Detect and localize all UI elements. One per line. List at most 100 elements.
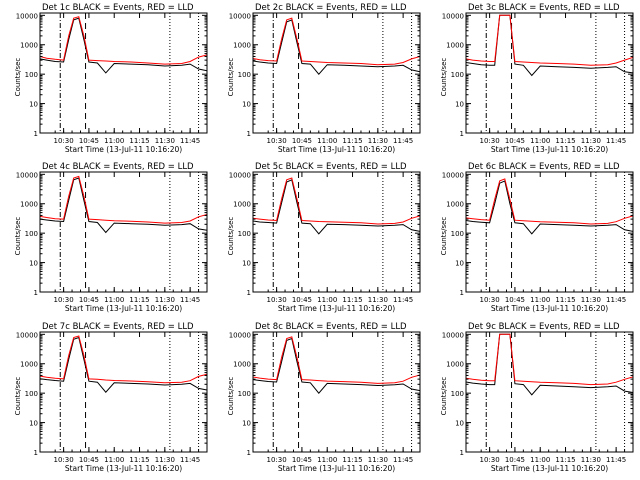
y-tick-label: 10 [242, 420, 251, 428]
y-tick-label: 10 [29, 101, 38, 109]
x-axis-label: Start Time (13-Jul-11 10:16:20) [65, 145, 182, 154]
x-axis-label: Start Time (13-Jul-11 10:16:20) [278, 304, 395, 313]
x-tick-label: 11:00 [104, 456, 124, 464]
y-tick-label: 100 [25, 390, 38, 398]
y-tick-label: 1000 [446, 361, 464, 369]
x-tick-label: 11:15 [129, 296, 149, 304]
x-tick-label: 11:30 [368, 296, 388, 304]
y-tick-label: 1000 [446, 201, 464, 209]
panel-det-3: Det 3c BLACK = Events, RED = LLD 1 10 100 10… [440, 3, 634, 154]
x-tick-label: 10:30 [480, 296, 500, 304]
x-tick-label: 11:15 [342, 137, 362, 145]
x-tick-label: 11:15 [342, 296, 362, 304]
x-tick-label: 11:30 [581, 456, 601, 464]
y-axis-label: Counts/sec [14, 217, 22, 256]
y-tick-label: 1 [34, 289, 38, 297]
x-tick-label: 10:45 [79, 296, 99, 304]
panel-det-8: Det 8c BLACK = Events, RED = LLD 1 10 100 10… [227, 322, 421, 473]
series-events-line [40, 336, 207, 393]
x-tick-label: 11:00 [530, 296, 550, 304]
y-tick-label: 10000 [229, 12, 251, 20]
y-axis-label: Counts/sec [14, 377, 22, 416]
y-tick-label: 1000 [20, 42, 38, 50]
x-tick-label: 10:30 [480, 137, 500, 145]
x-axis-label: Start Time (13-Jul-11 10:16:20) [491, 145, 608, 154]
x-tick-label: 11:15 [129, 456, 149, 464]
x-axis-label: Start Time (13-Jul-11 10:16:20) [65, 304, 182, 313]
series-events-line [253, 179, 420, 235]
series-events-line [466, 180, 633, 235]
x-tick-label: 11:45 [180, 137, 200, 145]
x-tick-label: 10:30 [480, 456, 500, 464]
x-tick-label: 11:45 [393, 456, 413, 464]
x-tick-label: 11:30 [155, 296, 175, 304]
y-tick-label: 1 [247, 449, 251, 457]
y-tick-label: 1 [34, 449, 38, 457]
y-tick-label: 10000 [442, 331, 464, 339]
x-tick-label: 11:45 [180, 456, 200, 464]
y-tick-label: 1000 [233, 42, 251, 50]
y-tick-label: 1 [34, 130, 38, 138]
y-tick-label: 10 [455, 101, 464, 109]
y-axis-label: Counts/sec [227, 377, 235, 416]
axes-frame [39, 12, 208, 134]
x-tick-label: 11:30 [368, 456, 388, 464]
series-lld-line [253, 177, 420, 225]
panel-det-1: Det 1c BLACK = Events, RED = LLD 1 10 100 10… [14, 3, 208, 154]
x-tick-label: 11:45 [606, 137, 626, 145]
axes-frame [465, 171, 634, 293]
x-tick-label: 10:45 [79, 456, 99, 464]
panel-title: Det 3c BLACK = Events, RED = LLD [468, 3, 620, 13]
x-tick-label: 11:45 [606, 296, 626, 304]
x-tick-label: 10:45 [292, 137, 312, 145]
x-tick-label: 11:30 [155, 456, 175, 464]
x-tick-label: 11:15 [555, 456, 575, 464]
y-tick-label: 10000 [16, 12, 38, 20]
x-tick-label: 11:45 [393, 296, 413, 304]
x-tick-label: 10:45 [292, 456, 312, 464]
x-axis-label: Start Time (13-Jul-11 10:16:20) [491, 464, 608, 473]
x-axis-label: Start Time (13-Jul-11 10:16:20) [278, 464, 395, 473]
y-axis-label: Counts/sec [227, 217, 235, 256]
x-axis-label: Start Time (13-Jul-11 10:16:20) [65, 464, 182, 473]
x-tick-label: 11:00 [317, 137, 337, 145]
x-tick-label: 11:30 [581, 137, 601, 145]
y-tick-label: 10 [29, 260, 38, 268]
y-tick-label: 10000 [16, 331, 38, 339]
y-tick-label: 10000 [229, 331, 251, 339]
panel-det-6: Det 6c BLACK = Events, RED = LLD 1 10 100 10… [440, 162, 634, 313]
x-tick-label: 10:30 [267, 296, 287, 304]
series-lld-line [40, 16, 207, 65]
y-tick-label: 10 [242, 101, 251, 109]
x-tick-label: 10:30 [267, 456, 287, 464]
x-tick-label: 11:45 [393, 137, 413, 145]
y-axis-label: Counts/sec [440, 377, 448, 416]
x-tick-label: 11:15 [342, 456, 362, 464]
y-tick-label: 100 [451, 390, 464, 398]
series-events-line [253, 19, 420, 75]
y-tick-label: 10000 [442, 171, 464, 179]
series-events-line [40, 177, 207, 234]
x-tick-label: 11:00 [104, 137, 124, 145]
y-tick-label: 10000 [229, 171, 251, 179]
y-tick-label: 1000 [20, 201, 38, 209]
series-lld-line [253, 17, 420, 66]
y-tick-label: 10000 [16, 171, 38, 179]
axes-frame [252, 331, 421, 453]
x-tick-label: 10:30 [54, 296, 74, 304]
series-lld-line [466, 178, 633, 225]
y-tick-label: 1 [460, 289, 464, 297]
axes-frame [252, 12, 421, 134]
series-lld-line [466, 333, 633, 386]
panel-title: Det 6c BLACK = Events, RED = LLD [468, 162, 620, 172]
series-events-line [466, 333, 633, 396]
panel-title: Det 1c BLACK = Events, RED = LLD [42, 3, 194, 13]
y-tick-label: 1000 [233, 361, 251, 369]
panel-det-4: Det 4c BLACK = Events, RED = LLD 1 10 100 10… [14, 162, 208, 313]
panel-det-9: Det 9c BLACK = Events, RED = LLD 1 10 100 10… [440, 322, 634, 473]
axes-frame [465, 331, 634, 453]
y-tick-label: 1 [460, 449, 464, 457]
y-tick-label: 100 [25, 230, 38, 238]
y-tick-label: 100 [451, 230, 464, 238]
